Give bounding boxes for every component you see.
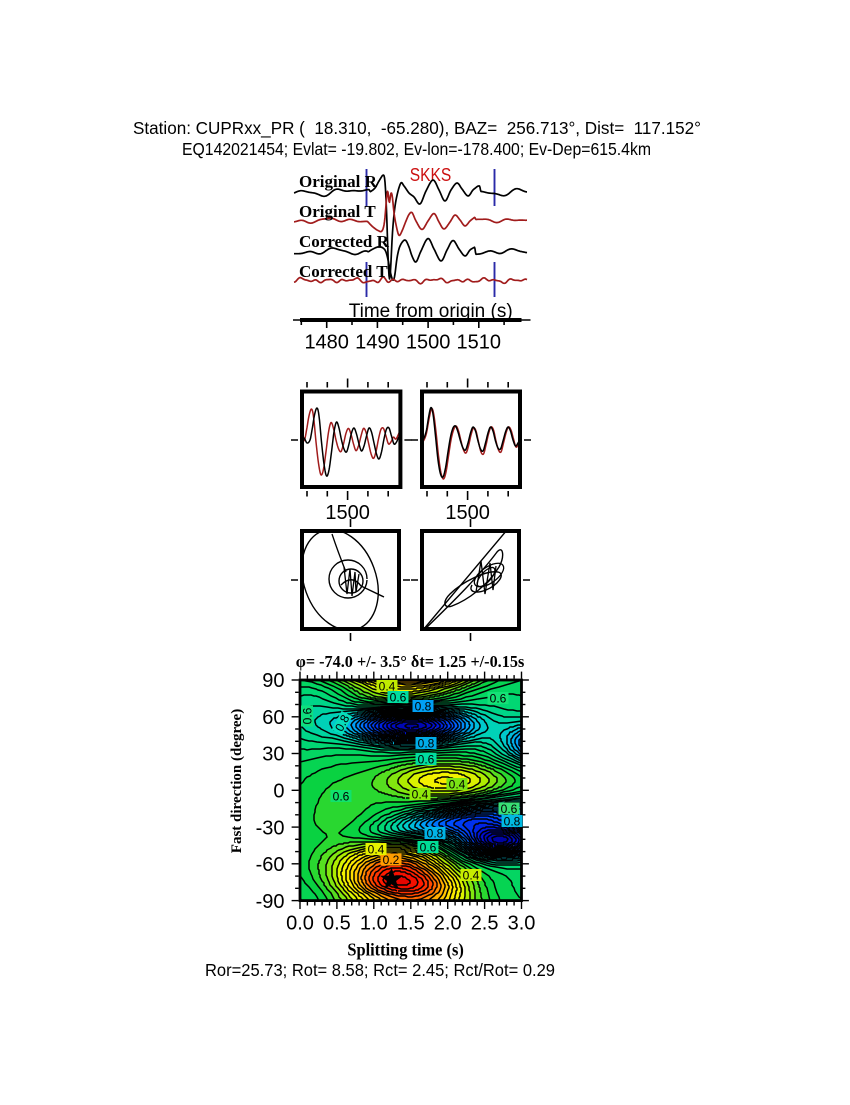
svg-text:Station: CUPRxx_PR ( 18.310,: Station: CUPRxx_PR ( 18.310, -65.280), B… [133,118,701,139]
svg-text:0.6: 0.6 [501,802,518,816]
svg-text:1480: 1480 [304,332,349,354]
svg-text:0.6: 0.6 [333,789,350,803]
svg-text:2.5: 2.5 [471,913,499,935]
svg-text:0.8: 0.8 [418,736,435,750]
svg-text:0.6: 0.6 [300,707,314,724]
svg-text:0.8: 0.8 [504,814,521,828]
svg-text:1500: 1500 [445,502,490,524]
svg-text:Original T: Original T [299,202,376,221]
svg-text:Corrected T: Corrected T [299,262,388,281]
svg-text:Original R: Original R [299,172,378,191]
svg-text:0.0: 0.0 [286,913,314,935]
svg-text:SKKS: SKKS [410,165,452,185]
svg-text:φ= -74.0 +/- 3.5° δt= 1.25 +/-: φ= -74.0 +/- 3.5° δt= 1.25 +/-0.15s [296,652,525,671]
svg-text:60: 60 [262,707,284,729]
svg-text:Ror=25.73; Rot= 8.58; Rct= 2.4: Ror=25.73; Rot= 8.58; Rct= 2.45; Rct/Rot… [205,960,555,980]
svg-text:0.5: 0.5 [323,913,351,935]
svg-text:-90: -90 [256,891,285,913]
svg-text:Corrected R: Corrected R [299,232,390,251]
svg-text:1500: 1500 [325,502,370,524]
svg-text:0.6: 0.6 [490,691,507,705]
svg-text:1.5: 1.5 [397,913,425,935]
svg-text:Splitting time (s): Splitting time (s) [347,940,464,961]
svg-text:-60: -60 [256,854,285,876]
svg-text:0.6: 0.6 [390,690,407,704]
svg-text:0.8: 0.8 [427,826,444,840]
svg-text:0.2: 0.2 [383,853,400,867]
svg-text:3.0: 3.0 [508,913,536,935]
svg-text:0.4: 0.4 [379,679,396,693]
svg-text:0.4: 0.4 [368,842,385,856]
svg-text:-30: -30 [256,817,285,839]
svg-text:1490: 1490 [355,332,400,354]
svg-text:90: 90 [262,670,284,692]
svg-text:0.6: 0.6 [418,752,435,766]
svg-text:Fast direction (degree): Fast direction (degree) [229,709,245,853]
svg-text:EQ142021454; Evlat= -19.802, E: EQ142021454; Evlat= -19.802, Ev-lon=-178… [182,139,651,159]
svg-text:1510: 1510 [457,332,502,354]
svg-text:0.4: 0.4 [412,787,429,801]
svg-text:1.0: 1.0 [360,913,388,935]
svg-text:2.0: 2.0 [434,913,462,935]
svg-text:0.8: 0.8 [415,699,432,713]
svg-text:Time from origin (s): Time from origin (s) [349,301,513,322]
svg-text:1500: 1500 [406,332,451,354]
svg-text:0.4: 0.4 [449,777,466,791]
svg-text:0.6: 0.6 [420,840,437,854]
svg-text:30: 30 [262,744,284,766]
svg-text:0.4: 0.4 [463,868,480,882]
svg-text:0: 0 [273,781,284,803]
